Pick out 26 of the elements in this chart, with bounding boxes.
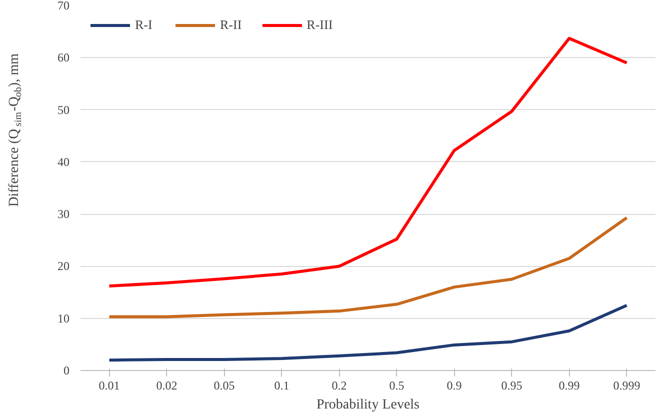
y-tick-label: 0 — [64, 364, 70, 378]
x-tick-label: 0.1 — [274, 378, 290, 392]
x-tick-label: 0.999 — [613, 378, 640, 392]
y-axis-title: Difference (Qsim-Qob), mm — [7, 53, 24, 207]
x-tick-label: 0.05 — [214, 378, 235, 392]
x-tick-label: 0.2 — [332, 378, 347, 392]
legend-label: R-I — [135, 17, 154, 33]
line-series — [108, 36, 628, 288]
x-tick-label: 0.5 — [389, 378, 404, 392]
legend-label: R-III — [306, 17, 333, 33]
y-tick-label: 30 — [58, 207, 70, 222]
x-tick-label: 0.95 — [501, 378, 522, 392]
x-tick-label: 0.9 — [446, 378, 462, 392]
y-tick-label: 20 — [58, 259, 70, 274]
legend-label: R-II — [220, 17, 242, 33]
y-tick-label: 40 — [58, 154, 70, 169]
x-tick-label: 0.02 — [156, 378, 178, 392]
y-tick-label: 10 — [58, 311, 70, 326]
x-axis-title: Probability Levels — [316, 398, 420, 412]
y-tick-label: 50 — [58, 102, 70, 117]
y-tick-label: 60 — [58, 50, 70, 65]
x-tick-label: 0.01 — [98, 378, 120, 392]
x-tick-label: 0.99 — [558, 378, 580, 392]
line-series — [108, 304, 628, 362]
y-tick-label: 70 — [58, 0, 70, 12]
line-series — [108, 216, 628, 318]
